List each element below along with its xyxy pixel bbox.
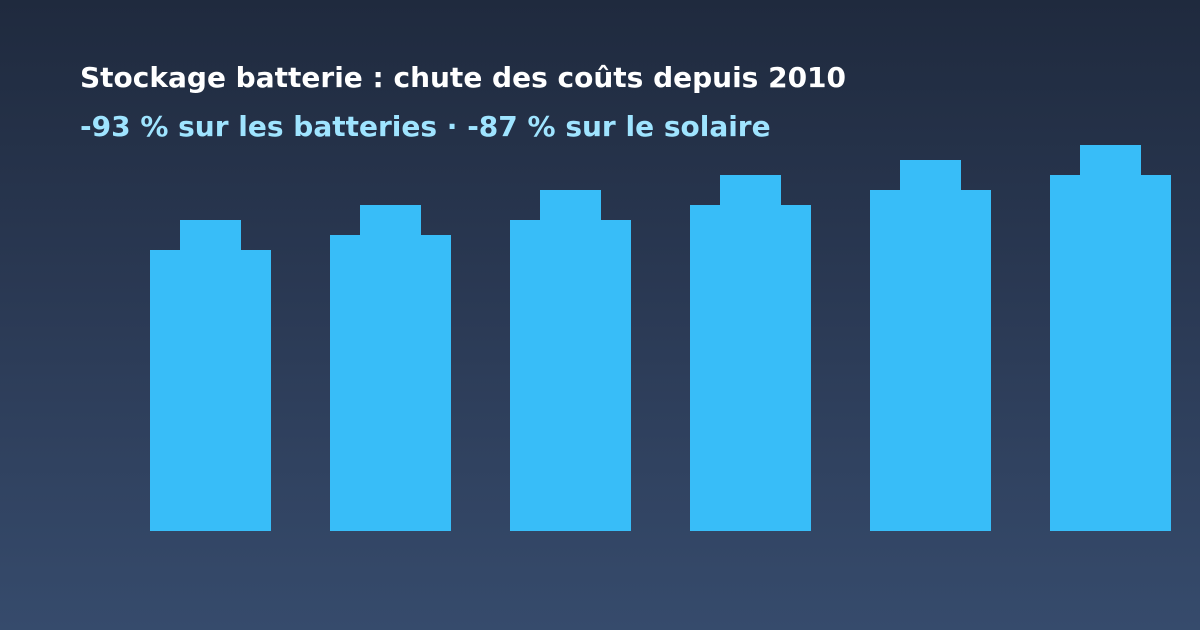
battery-cap — [360, 205, 421, 236]
page-title: Stockage batterie : chute des coûts depu… — [80, 61, 847, 94]
battery-cap — [1080, 145, 1141, 176]
battery-cap — [540, 190, 601, 221]
battery-body — [510, 220, 631, 531]
battery-body — [870, 190, 991, 531]
battery-body — [1050, 175, 1171, 531]
battery-body — [330, 235, 451, 531]
page-subtitle: -93 % sur les batteries · -87 % sur le s… — [80, 110, 771, 143]
battery-body — [690, 205, 811, 531]
battery-cap — [900, 160, 961, 191]
battery-body — [150, 250, 271, 531]
battery-cap — [720, 175, 781, 206]
battery-cap — [180, 220, 241, 251]
